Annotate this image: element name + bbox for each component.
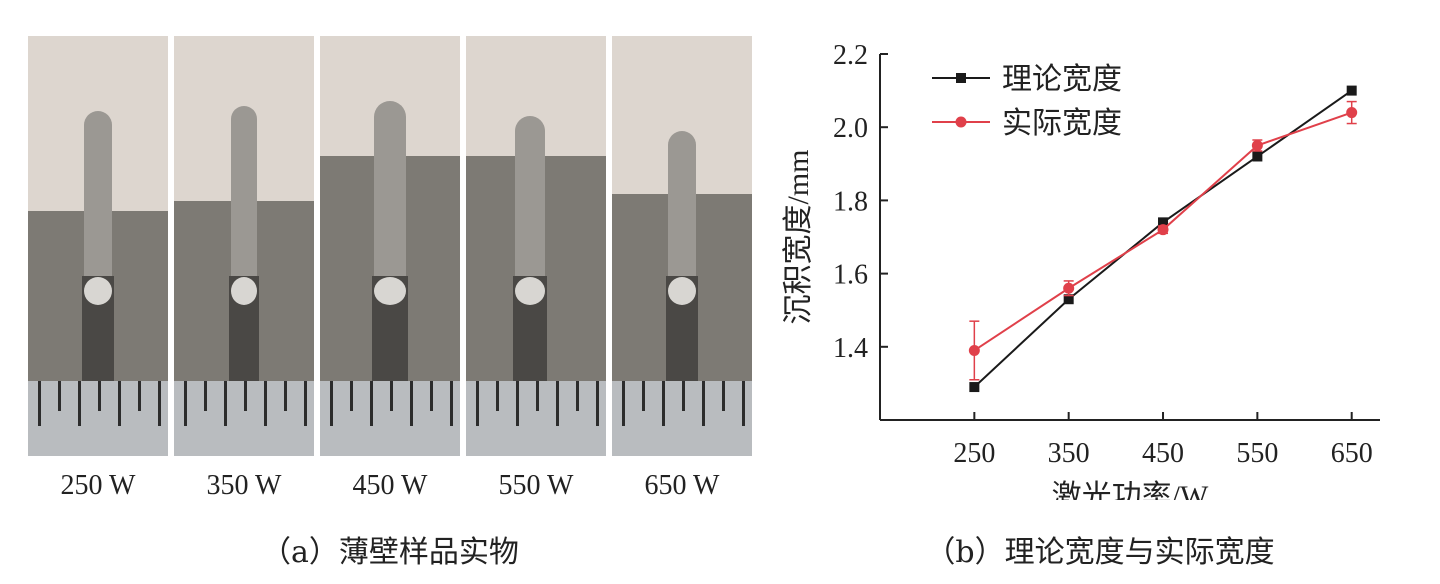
sample-photo-strip: [28, 36, 758, 456]
legend-marker: [956, 73, 966, 83]
x-tick-label: 550: [1236, 438, 1278, 469]
data-point-square: [1063, 294, 1074, 305]
chart-axes: [879, 54, 1380, 421]
data-point-circle: [1251, 140, 1263, 151]
panel-a-caption: （a）薄壁样品实物: [261, 535, 519, 570]
y-tick-label: 1.8: [833, 186, 868, 217]
data-point-circle: [1346, 107, 1358, 119]
legend-label: 理论宽度: [1002, 63, 1122, 96]
legend-label: 实际宽度: [1002, 107, 1122, 140]
legend-marker: [955, 116, 967, 128]
panel-b-caption: （b）理论宽度与实际宽度: [925, 535, 1275, 570]
thin-wall-sample-450w: [320, 36, 460, 456]
y-tick-label: 2.2: [833, 40, 868, 71]
data-point-square: [1158, 217, 1169, 228]
data-point-circle: [1063, 282, 1075, 294]
x-tick-label: 250: [953, 438, 995, 469]
data-point-square: [1346, 85, 1357, 96]
x-tick-label: 650: [1331, 438, 1373, 469]
chart-marks: [968, 85, 1358, 393]
data-point-square: [1252, 151, 1263, 162]
data-point-circle: [968, 344, 980, 356]
thin-wall-sample-350w: [174, 36, 314, 456]
data-point-circle: [1157, 224, 1169, 236]
y-tick-label: 1.4: [833, 333, 868, 364]
sample-label: 350 W: [206, 470, 282, 501]
x-tick-label: 450: [1142, 438, 1184, 469]
y-tick-label: 2.0: [833, 113, 868, 144]
sample-label: 450 W: [352, 470, 428, 501]
thin-wall-sample-650w: [612, 36, 752, 456]
data-point-square: [969, 382, 980, 393]
x-tick-label: 350: [1048, 438, 1090, 469]
y-tick-label: 1.6: [833, 260, 868, 291]
thin-wall-sample-250w: [28, 36, 168, 456]
x-axis-label: 激光功率/W: [1052, 480, 1209, 500]
y-axis-label: 沉积宽度/mm: [782, 149, 815, 324]
thin-wall-sample-550w: [466, 36, 606, 456]
chart-ticks: 1.4 1.6 1.8 2.0 2.2 250 350 450 550 650: [833, 40, 1373, 469]
sample-label: 550 W: [498, 470, 574, 501]
sample-label: 650 W: [644, 470, 720, 501]
sample-label: 250 W: [60, 470, 136, 501]
